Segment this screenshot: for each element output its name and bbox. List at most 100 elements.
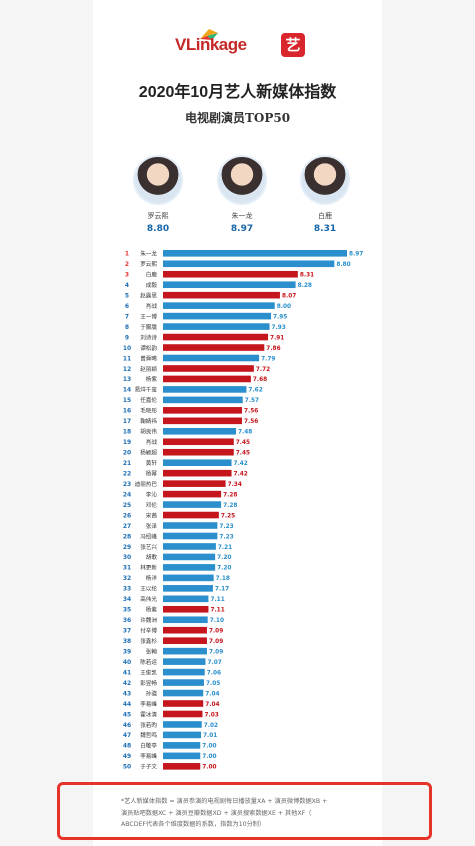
- bar: [163, 679, 204, 686]
- bar: [163, 490, 222, 498]
- rank-label: 30: [123, 554, 131, 561]
- bar: [163, 752, 201, 760]
- value-label: 7.42: [234, 471, 248, 477]
- value-label: 7.86: [266, 346, 280, 352]
- actor-name-label: 成毅: [146, 281, 158, 289]
- bar: [163, 270, 298, 278]
- rank-label: 48: [123, 743, 131, 750]
- logo-badge: 艺: [281, 33, 305, 57]
- rank-label: 36: [123, 617, 131, 624]
- actor-name-label: 高伟光: [140, 595, 157, 603]
- bar: [163, 511, 219, 519]
- rank-label: 23: [123, 481, 131, 488]
- value-label: 7.04: [205, 691, 219, 697]
- value-label: 7.28: [223, 492, 237, 498]
- bar: [163, 291, 280, 299]
- bar: [163, 302, 275, 309]
- value-label: 7.72: [256, 367, 270, 373]
- top3-rank3: 白鹿 8.31: [290, 155, 360, 234]
- rank-label: 33: [123, 586, 131, 593]
- value-label: 8.00: [277, 304, 291, 310]
- value-label: 7.01: [203, 733, 217, 739]
- bar: [163, 742, 201, 749]
- actor-name-label: 宋茜: [146, 511, 158, 519]
- footnote-line: *艺人新媒体指数 = 演员参演的电视剧每日播放量XA + 演员微博数据XB +: [121, 798, 328, 805]
- value-label: 8.97: [349, 252, 363, 258]
- actor-name-label: 张鑫杉: [140, 637, 157, 645]
- rank-label: 3: [125, 272, 129, 279]
- bar: [163, 459, 232, 466]
- value-label: 7.57: [245, 398, 259, 404]
- bar: [163, 658, 206, 665]
- value-label: 7.62: [248, 388, 262, 394]
- top3-rank1: 朱一龙 8.97: [207, 155, 277, 234]
- actor-name-label: 罗云熙: [140, 261, 157, 268]
- rank-label: 31: [123, 565, 131, 572]
- rank-label: 46: [123, 722, 131, 729]
- value-label: 7.20: [217, 555, 231, 561]
- logo: VLinkage 艺: [0, 27, 475, 63]
- actor-name-label: 易烊千玺: [135, 386, 158, 394]
- logo-text: VLinkage: [175, 35, 247, 54]
- rank-label: 17: [123, 418, 131, 425]
- actor-name-label: 冯绍峰: [140, 532, 157, 540]
- rank-label: 18: [123, 429, 131, 436]
- actor-name-label: 李易峰: [140, 752, 157, 760]
- rank-label: 27: [123, 523, 131, 530]
- rank-label: 1: [125, 251, 129, 258]
- actor-name-label: 王一博: [140, 312, 157, 320]
- footnote-line: ABCDEF代表各个维度数据的系数，指数为10分制）: [121, 821, 266, 828]
- bar: [163, 532, 218, 540]
- actor-name-label: 杨颖超: [140, 449, 157, 457]
- actor-name-label: 赵丽颖: [140, 365, 157, 373]
- actor-name-label: 张若昀: [140, 721, 157, 729]
- rank-label: 2: [125, 261, 129, 268]
- rank-label: 24: [123, 491, 131, 498]
- rank-label: 42: [123, 680, 131, 687]
- value-label: 7.18: [216, 576, 230, 582]
- value-label: 8.80: [336, 262, 350, 268]
- actor-name-label: 陈若运: [140, 658, 157, 666]
- rank-label: 43: [123, 690, 131, 697]
- actor-name-label: 胡歌: [146, 553, 158, 561]
- actor-name-label: 邓伦: [146, 501, 158, 509]
- actor-name-label: 于子文: [140, 763, 157, 771]
- bar: [163, 543, 216, 550]
- rank-label: 13: [123, 376, 131, 383]
- bar: [163, 396, 243, 404]
- bar: [163, 574, 214, 582]
- bar: [163, 344, 265, 351]
- actor-name-label: 杨幂: [146, 469, 158, 477]
- bar: [163, 585, 213, 592]
- value-label: 7.48: [238, 430, 252, 436]
- actor-name-label: 谭松韵: [140, 344, 157, 352]
- rank-label: 50: [123, 764, 131, 771]
- value-label: 7.45: [236, 451, 250, 457]
- value-label: 7.06: [207, 670, 221, 676]
- bar: [163, 616, 208, 624]
- top3-name: 罗云熙: [147, 212, 169, 220]
- actor-name-label: 杨洋: [146, 574, 158, 582]
- actor-name-label: 付辛博: [140, 627, 157, 635]
- rank-label: 11: [123, 355, 131, 362]
- chart-subtitle: 电视剧演员TOP50: [184, 111, 291, 125]
- bar: [163, 689, 204, 697]
- bar: [163, 427, 237, 435]
- rank-label: 22: [123, 470, 131, 477]
- bar: [163, 626, 207, 634]
- actor-name-label: 胡良伟: [140, 428, 157, 436]
- value-label: 7.11: [210, 597, 224, 603]
- value-label: 7.10: [210, 618, 224, 624]
- actor-name-label: 刘诗诗: [140, 333, 157, 341]
- bar: [163, 438, 234, 446]
- actor-name-label: 张泽: [146, 522, 158, 530]
- rank-label: 8: [125, 324, 129, 331]
- actor-name-label: 王俊凯: [140, 668, 157, 676]
- actor-name-label: 于朦胧: [140, 323, 157, 331]
- rank-label: 32: [123, 575, 131, 582]
- rank-label: 39: [123, 648, 131, 655]
- bar: [163, 417, 242, 425]
- value-label: 7.25: [221, 513, 235, 519]
- value-label: 7.17: [215, 587, 229, 593]
